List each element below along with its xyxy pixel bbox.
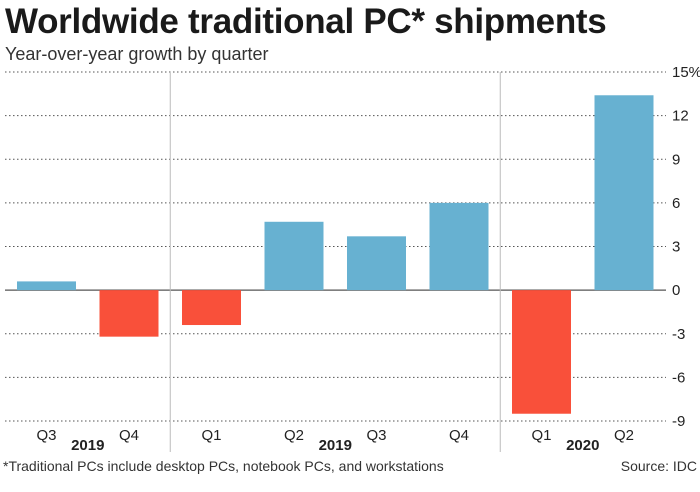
bar: [99, 290, 159, 337]
x-tick-label: Q4: [449, 427, 469, 444]
bar: [347, 236, 406, 291]
y-tick-label: 3: [672, 239, 680, 256]
footnote: *Traditional PCs include desktop PCs, no…: [3, 458, 444, 474]
bar: [512, 290, 571, 414]
year-label: 2020: [566, 437, 599, 454]
y-tick-label: -9: [672, 413, 685, 430]
bar: [17, 281, 76, 291]
chart-title: Worldwide traditional PC* shipments: [5, 2, 607, 41]
y-tick-label: -3: [672, 326, 685, 343]
bar: [594, 95, 654, 291]
y-tick-label: 6: [672, 195, 680, 212]
y-tick-label: 12: [672, 108, 689, 125]
y-tick-label: -6: [672, 369, 685, 386]
y-tick-label: 15%: [672, 64, 700, 81]
source-note: Source: IDC: [620, 458, 697, 474]
x-tick-label: Q1: [201, 427, 221, 444]
y-tick-label: 0: [672, 282, 680, 299]
chart-subtitle: Year-over-year growth by quarter: [5, 44, 269, 64]
bar: [429, 202, 489, 291]
x-tick-label: Q2: [614, 427, 634, 444]
x-tick-label: Q3: [366, 427, 386, 444]
bar: [264, 221, 324, 291]
x-tick-label: Q3: [36, 427, 56, 444]
x-tick-label: Q4: [119, 427, 139, 444]
x-tick-label: Q1: [531, 427, 551, 444]
year-label: 2019: [71, 437, 104, 454]
year-label: 2019: [319, 437, 352, 454]
bar: [182, 290, 241, 326]
y-tick-label: 9: [672, 151, 680, 168]
x-tick-label: Q2: [284, 427, 304, 444]
